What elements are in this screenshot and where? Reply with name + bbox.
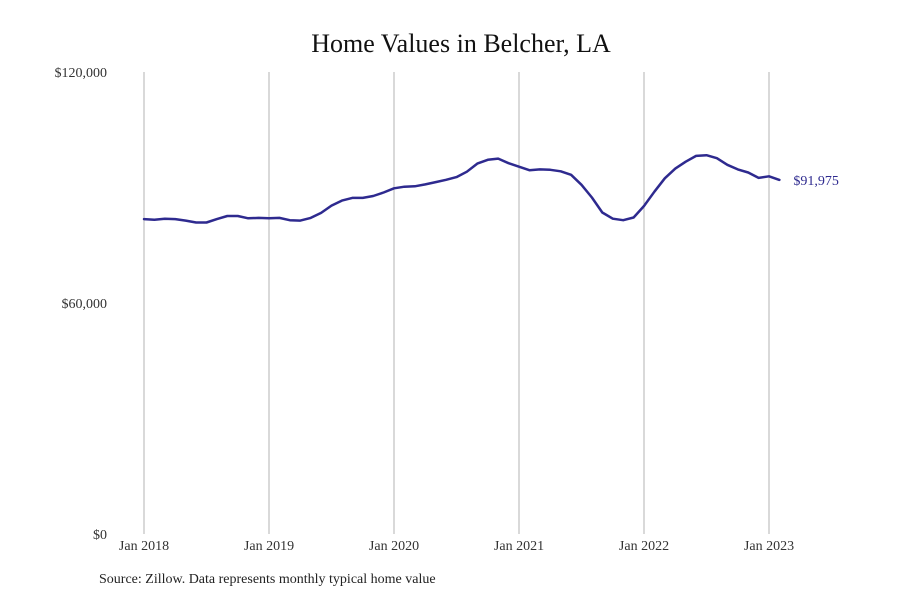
y-axis-ticks: $0 $60,000 $120,000 [55, 66, 108, 543]
y-tick-label: $120,000 [55, 66, 108, 81]
end-value-label: $91,975 [793, 174, 839, 189]
chart-title: Home Values in Belcher, LA [311, 29, 611, 58]
x-tick-label: Jan 2019 [244, 539, 294, 554]
x-tick-label: Jan 2020 [369, 539, 419, 554]
series-line [142, 153, 781, 224]
x-tick-label: Jan 2021 [494, 539, 544, 554]
y-tick-label: $0 [93, 528, 107, 543]
x-tick-label: Jan 2023 [744, 539, 794, 554]
x-tick-label: Jan 2022 [619, 539, 669, 554]
grid-lines [143, 72, 770, 534]
x-tick-label: Jan 2018 [119, 539, 169, 554]
series-layer [142, 153, 781, 224]
x-axis-ticks: Jan 2018 Jan 2019 Jan 2020 Jan 2021 Jan 2022… [119, 539, 794, 554]
y-tick-label: $60,000 [62, 297, 108, 312]
source-note: Source: Zillow. Data represents monthly … [99, 572, 436, 587]
